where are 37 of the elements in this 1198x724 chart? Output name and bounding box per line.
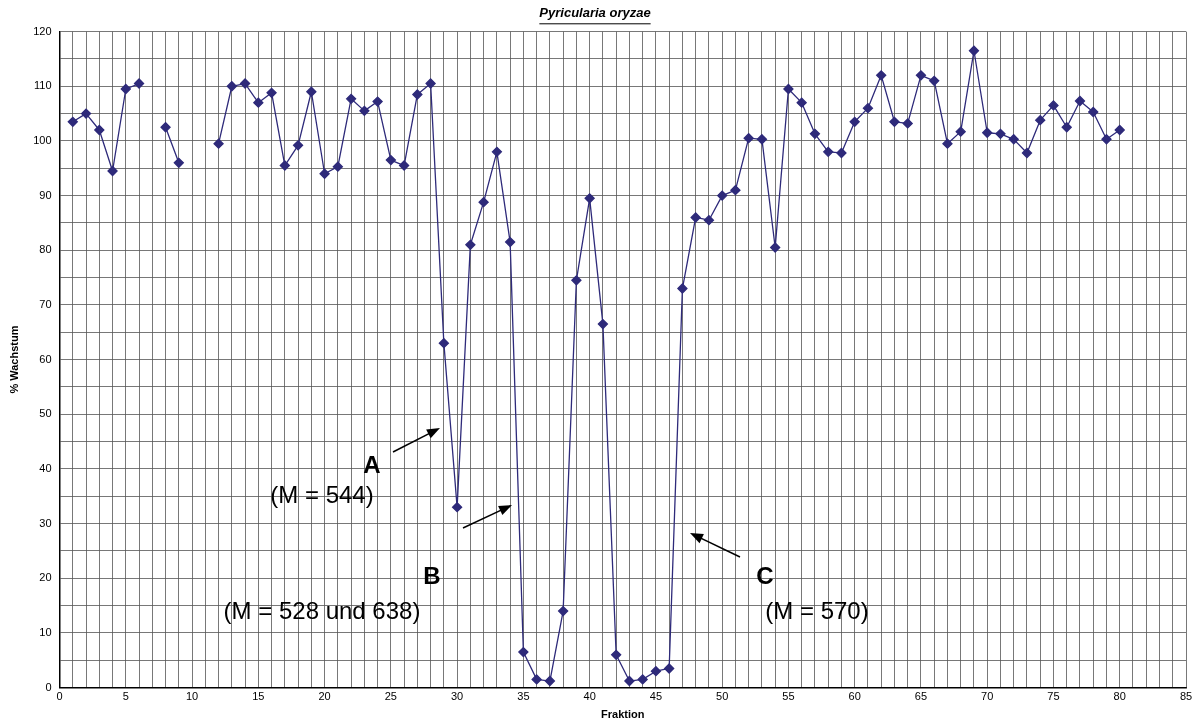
x-tick-label: 35 — [517, 690, 530, 703]
x-tick-label: 45 — [649, 690, 663, 703]
x-tick-label: 80 — [1113, 690, 1126, 703]
y-tick-label: 30 — [39, 516, 52, 529]
y-tick-label: 10 — [39, 625, 52, 638]
x-tick-label: 50 — [716, 690, 729, 703]
x-tick-label: 70 — [981, 690, 994, 703]
x-tick-label: 60 — [848, 690, 861, 703]
x-tick-label: 25 — [384, 690, 397, 703]
x-axis-title: Fraktion — [601, 708, 645, 721]
x-tick-label: 30 — [451, 690, 464, 703]
annotation: C (M = 570) — [756, 561, 869, 624]
x-tick-label: 40 — [583, 690, 596, 703]
x-tick-label: 75 — [1047, 690, 1060, 703]
x-tick-label: 20 — [318, 690, 331, 703]
x-tick-label: 15 — [252, 690, 265, 703]
x-tick-label: 0 — [56, 690, 63, 703]
annotation: A (M = 544) — [270, 450, 381, 508]
y-tick-label: 110 — [34, 79, 52, 92]
y-tick-label: 70 — [39, 297, 52, 310]
y-tick-label: 0 — [45, 680, 52, 693]
y-tick-label: 50 — [39, 407, 52, 420]
y-tick-label: 20 — [39, 571, 52, 584]
x-tick-label: 65 — [914, 690, 928, 703]
x-tick-label: 5 — [122, 690, 129, 703]
y-tick-label: 90 — [39, 188, 52, 201]
x-tick-label: 10 — [185, 690, 199, 703]
annotation: B (M = 528 und 638) — [223, 561, 441, 624]
y-tick-label: 120 — [33, 24, 52, 37]
y-tick-label: 60 — [39, 352, 52, 365]
chart-title: Pyricularia oryzae — [539, 5, 651, 21]
y-axis-title: % Wachstum — [7, 325, 20, 394]
x-tick-label: 85 — [1179, 690, 1193, 703]
x-tick-label: 55 — [782, 690, 795, 703]
y-tick-label: 100 — [33, 133, 52, 146]
y-tick-label: 80 — [39, 243, 52, 256]
y-tick-label: 40 — [39, 461, 52, 474]
